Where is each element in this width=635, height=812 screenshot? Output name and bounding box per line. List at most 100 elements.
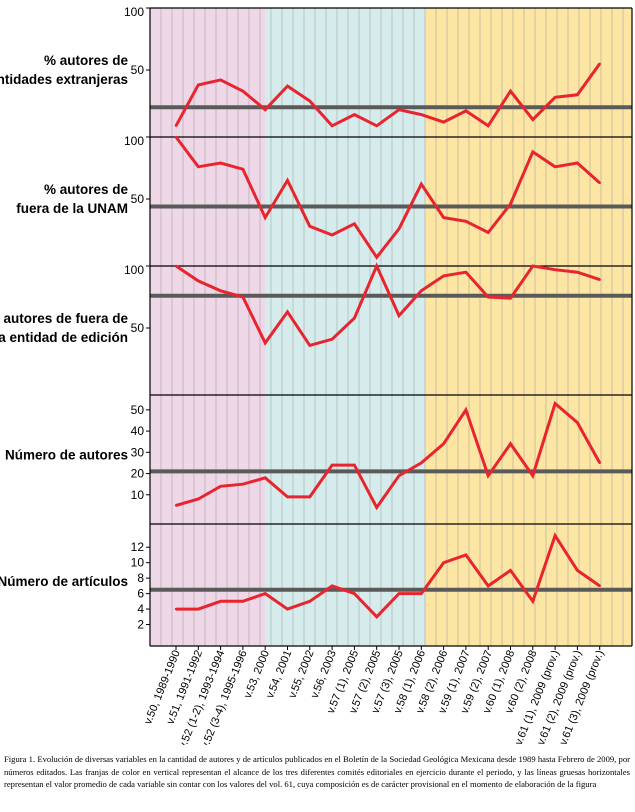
data-point [397, 314, 401, 317]
y-tick-label: 50 [131, 192, 145, 206]
data-point [509, 89, 512, 93]
data-point [197, 83, 200, 87]
data-point [264, 341, 267, 345]
data-point [553, 165, 557, 168]
data-point [308, 344, 311, 347]
panel-1: 100 50% autores de entidades extranjeras [0, 5, 632, 128]
data-point [531, 264, 534, 268]
data-point [264, 108, 267, 111]
data-point [576, 271, 579, 274]
data-point [487, 231, 490, 234]
y-tick-label: 50 [131, 63, 145, 77]
panel-3: 100 50% autores de fuera de la entidad de … [0, 262, 632, 348]
data-point [464, 220, 468, 223]
vertical-gridlines [160, 8, 624, 646]
panel-title: % autores de [44, 182, 129, 197]
data-point [375, 124, 378, 128]
data-point [509, 442, 512, 446]
y-tick-label: 100 [124, 263, 144, 277]
data-point [420, 182, 423, 186]
data-point [598, 584, 601, 588]
data-point [531, 150, 534, 154]
data-point [397, 227, 401, 230]
data-point [264, 476, 267, 479]
data-point [241, 89, 245, 93]
data-point [219, 600, 222, 603]
data-point [286, 179, 289, 182]
data-point [598, 181, 601, 185]
data-point [509, 297, 512, 300]
data-point [397, 592, 401, 595]
data-point [330, 584, 334, 588]
data-point [330, 233, 334, 237]
figure-caption: Figura 1. Evolución de diversas variable… [4, 754, 630, 789]
data-point [174, 124, 178, 128]
panel-4: 50 40 30 20 10 Número de autores [5, 394, 632, 511]
data-point [286, 607, 289, 611]
series-line [174, 62, 601, 128]
panel-title: fuera de la UNAM [16, 201, 128, 216]
y-tick-label: 6 [137, 587, 144, 601]
data-point [442, 216, 445, 219]
data-point [174, 264, 178, 268]
data-point [353, 316, 356, 320]
data-point [308, 600, 311, 603]
data-point [197, 497, 200, 501]
panel-2: 100 50% autores de fuera de la UNAM [16, 134, 632, 260]
data-point [576, 93, 579, 97]
data-point [197, 607, 200, 611]
data-point [197, 279, 200, 283]
data-point [241, 600, 245, 603]
y-tick-label: 10 [131, 488, 145, 502]
data-point [464, 553, 468, 557]
data-point [264, 216, 267, 219]
data-point [330, 124, 334, 128]
data-point [487, 124, 490, 128]
y-tick-label: 8 [137, 571, 144, 585]
data-point [286, 310, 289, 314]
data-point [353, 463, 356, 467]
data-point [576, 569, 579, 572]
y-tick-label: 2 [137, 618, 144, 632]
y-tick-label: 100 [124, 134, 144, 148]
data-point [487, 584, 490, 588]
y-tick-label: 20 [131, 467, 145, 481]
y-tick-label: 4 [137, 602, 144, 616]
panel-title: Número de artículos [0, 574, 128, 589]
data-point [509, 569, 512, 572]
data-point [308, 99, 311, 103]
series-line [175, 400, 602, 511]
data-point [219, 485, 222, 488]
data-point [531, 600, 534, 603]
data-point [442, 442, 445, 446]
data-point [420, 461, 423, 465]
panel-title: entidades extranjeras [0, 72, 128, 87]
data-point [420, 289, 423, 292]
data-point [442, 120, 445, 124]
data-point [174, 607, 178, 611]
data-point [487, 295, 490, 299]
data-point [531, 474, 534, 477]
data-point [308, 495, 311, 499]
data-point [420, 113, 423, 116]
data-point [509, 202, 512, 206]
data-point [308, 225, 311, 228]
data-point [531, 118, 534, 121]
data-point [553, 96, 557, 99]
data-point [197, 165, 200, 168]
data-point [375, 256, 378, 259]
data-point [219, 289, 222, 292]
data-point [442, 561, 445, 564]
editorial-bands [150, 8, 632, 646]
data-point [241, 168, 245, 171]
series-line [175, 262, 601, 348]
data-point [442, 274, 445, 278]
data-point [553, 534, 557, 537]
data-point [286, 84, 289, 88]
data-point [487, 474, 490, 477]
data-point [241, 482, 245, 486]
data-point [464, 408, 468, 412]
data-point [598, 62, 601, 65]
y-tick-label: 12 [131, 540, 145, 554]
